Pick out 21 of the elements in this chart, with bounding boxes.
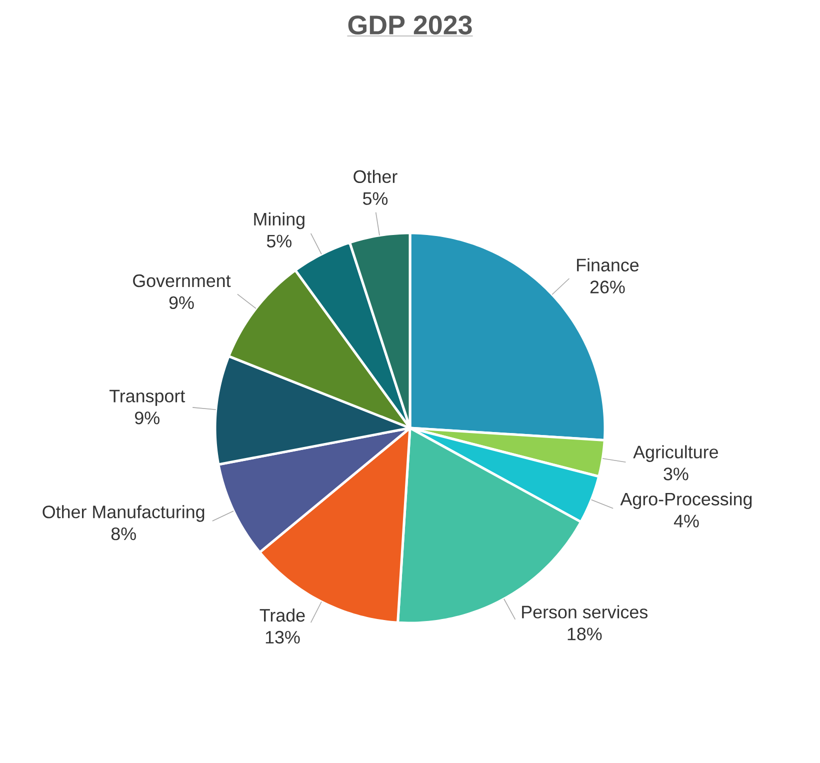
slice-label: Transport	[110, 390, 186, 406]
slice-label: Other	[354, 170, 398, 183]
data-label: 18%	[568, 628, 602, 640]
slice-label: Mining	[254, 212, 304, 230]
data-label: 4%	[674, 514, 699, 528]
slice-label: Agro-Processing	[620, 492, 752, 510]
data-label: 26%	[590, 280, 625, 294]
data-label: 5%	[266, 234, 292, 248]
slice-label: Agriculture	[633, 445, 718, 462]
slice-label: Finance	[577, 258, 639, 272]
data-label: 8%	[111, 527, 136, 540]
slice-label: Government	[133, 274, 231, 288]
data-label: 13%	[266, 630, 300, 644]
data-label: 9%	[135, 412, 160, 424]
data-label: 5%	[362, 192, 388, 205]
data-label: 3%	[664, 468, 688, 480]
slice-label: Other Manufacturing	[42, 505, 204, 522]
chart-title: GDP 2023	[348, 16, 472, 35]
slice-label: Trade	[260, 608, 305, 622]
data-label: 9%	[169, 296, 194, 310]
slice-label: Person services	[522, 605, 648, 618]
